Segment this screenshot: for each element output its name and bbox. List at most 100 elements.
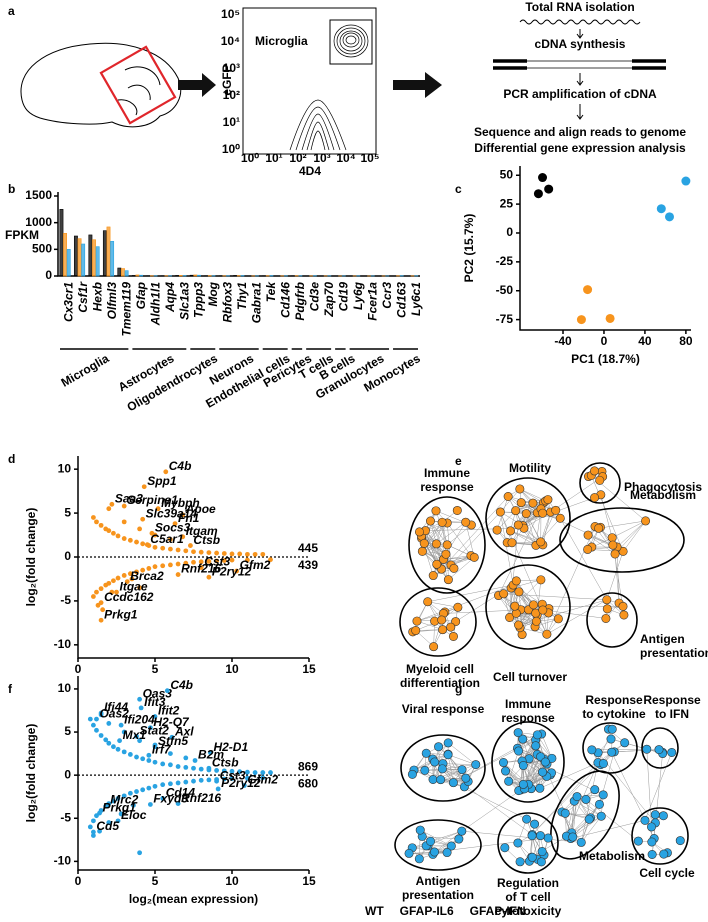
point bbox=[206, 558, 212, 564]
point bbox=[94, 589, 99, 595]
cluster-label-line: Phagocytosis bbox=[624, 480, 702, 494]
node bbox=[414, 854, 424, 864]
point bbox=[121, 729, 127, 735]
point bbox=[121, 749, 127, 755]
edge bbox=[447, 522, 472, 556]
y-tick-label: 5 bbox=[64, 505, 71, 519]
labeled-point bbox=[140, 516, 146, 522]
node bbox=[420, 765, 430, 775]
arrow bbox=[178, 73, 216, 97]
node bbox=[430, 757, 440, 767]
flow-tick-label: 10⁵ bbox=[361, 151, 380, 165]
point bbox=[214, 558, 220, 564]
gene-label: Fn1 bbox=[178, 511, 200, 525]
point bbox=[111, 578, 116, 584]
point bbox=[106, 721, 112, 726]
cluster-label-line: response bbox=[420, 480, 474, 494]
legend-entry: GFAP-IFN bbox=[470, 904, 526, 918]
y-axis-label: FPKM bbox=[5, 228, 39, 242]
node bbox=[572, 792, 582, 802]
point bbox=[121, 573, 127, 578]
bar bbox=[124, 270, 129, 277]
labeled-point bbox=[169, 734, 175, 740]
point bbox=[198, 777, 204, 783]
node bbox=[411, 626, 421, 636]
node bbox=[452, 505, 462, 515]
point bbox=[183, 779, 189, 785]
node bbox=[633, 836, 643, 846]
point bbox=[146, 785, 152, 791]
cluster-label-line: presentation bbox=[640, 646, 708, 660]
gate-label: Microglia bbox=[255, 34, 308, 48]
gene-label: Ctsb bbox=[212, 755, 239, 769]
edge bbox=[509, 617, 536, 628]
point bbox=[260, 551, 266, 557]
labeled-point bbox=[114, 589, 119, 595]
cluster-label: Response to IFN bbox=[643, 693, 701, 721]
x-tick-label: Tppp3 bbox=[192, 282, 206, 318]
edge bbox=[447, 754, 454, 783]
y-tick-label: -10 bbox=[54, 637, 72, 651]
edge bbox=[441, 496, 509, 570]
panel-letter: d bbox=[8, 452, 15, 466]
node bbox=[532, 730, 542, 740]
nodes bbox=[404, 724, 685, 867]
y-tick-label: 1500 bbox=[25, 188, 52, 202]
gene-label: Apoe bbox=[185, 502, 216, 516]
flow-tick-label: 10⁵ bbox=[221, 7, 240, 21]
edge bbox=[434, 838, 459, 853]
labeled-point bbox=[91, 829, 96, 835]
point bbox=[168, 562, 173, 568]
node bbox=[540, 757, 550, 767]
node bbox=[607, 724, 617, 734]
gene-label: Slc39a14 bbox=[146, 506, 198, 520]
cluster-label: Phagocytosis bbox=[624, 480, 702, 494]
node bbox=[419, 538, 429, 548]
flow-tick-label: 10⁰ bbox=[222, 142, 240, 156]
node bbox=[581, 794, 591, 804]
node bbox=[499, 589, 509, 599]
edge bbox=[447, 754, 476, 765]
edge bbox=[425, 530, 437, 565]
gene-label: Ccdc162 bbox=[104, 590, 154, 604]
node bbox=[590, 785, 600, 795]
nodes bbox=[408, 466, 651, 652]
edge bbox=[540, 511, 551, 542]
x-tick-label: Cd19 bbox=[337, 282, 351, 312]
node bbox=[583, 530, 593, 540]
edge bbox=[430, 830, 462, 842]
x-tick-label: 5 bbox=[152, 662, 159, 676]
labeled-point bbox=[104, 802, 110, 808]
node bbox=[538, 508, 548, 518]
workflow-step: Total RNA isolation bbox=[525, 0, 634, 14]
gene-label: Rnf216 bbox=[181, 562, 221, 576]
cluster-label-line: Antigen bbox=[640, 632, 685, 646]
point bbox=[656, 204, 666, 214]
cluster-outline bbox=[559, 507, 685, 573]
edge bbox=[616, 520, 646, 548]
cluster-label-line: Immune bbox=[505, 697, 551, 711]
edge bbox=[427, 601, 458, 608]
node bbox=[510, 601, 520, 611]
point bbox=[152, 783, 158, 789]
y-axis-label: log₂(fold change) bbox=[24, 508, 38, 607]
edge bbox=[581, 816, 602, 843]
edge bbox=[436, 522, 466, 545]
node bbox=[511, 506, 521, 516]
bar bbox=[175, 275, 180, 277]
x-tick-label: Cd146 bbox=[279, 282, 293, 318]
x-tick-label: 0 bbox=[75, 874, 82, 888]
labeled-point bbox=[180, 534, 186, 540]
node bbox=[457, 826, 467, 836]
node bbox=[531, 616, 541, 626]
y-tick-label: -50 bbox=[496, 283, 514, 297]
node bbox=[538, 767, 548, 777]
node bbox=[542, 629, 552, 639]
bar bbox=[121, 268, 125, 277]
node bbox=[650, 810, 660, 820]
gene-label: Gfm2 bbox=[240, 558, 271, 572]
point bbox=[100, 607, 106, 613]
x-tick-label: Fcer1a bbox=[365, 282, 379, 321]
x-tick-label: Ly6g bbox=[351, 281, 365, 310]
point bbox=[175, 764, 181, 769]
